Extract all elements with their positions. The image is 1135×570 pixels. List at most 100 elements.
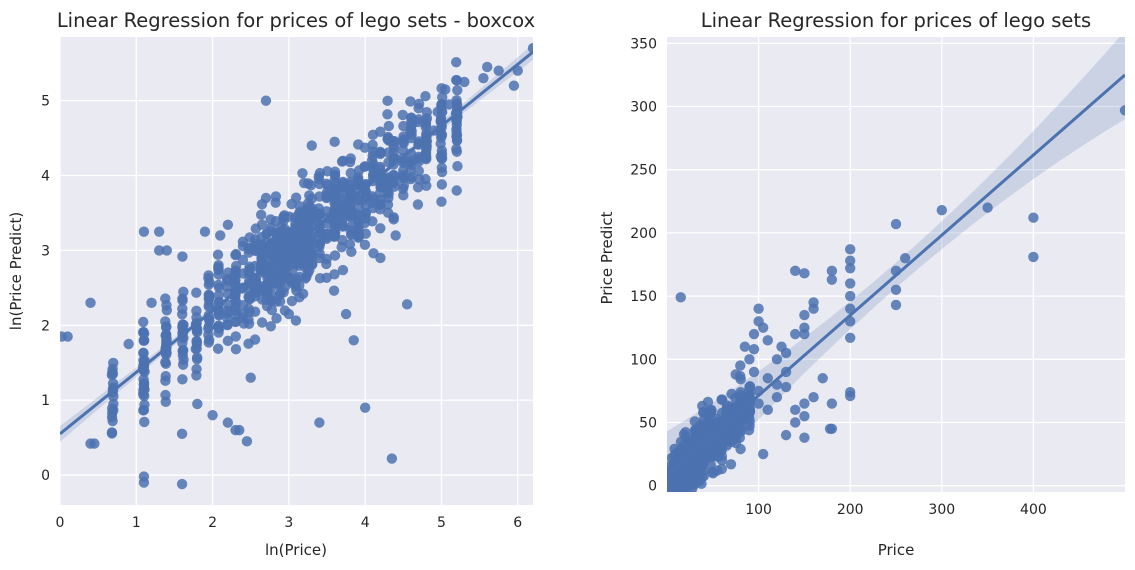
data-point: [230, 308, 242, 320]
data-point: [199, 226, 211, 237]
data-point: [482, 61, 493, 73]
chart-left: 0 1 2 3 4 5 6 0 1 2 3 4 5 Linear Regression for pri…: [7, 9, 535, 559]
data-point: [270, 244, 282, 256]
data-point: [397, 109, 408, 121]
data-point: [191, 325, 203, 337]
data-point: [107, 366, 118, 378]
data-point: [451, 146, 463, 157]
data-point: [304, 190, 315, 201]
data-point: [322, 228, 333, 240]
x-tick-label: 0: [56, 515, 65, 531]
data-point: [762, 404, 773, 416]
data-point: [191, 336, 202, 347]
data-point: [329, 166, 341, 177]
data-point: [753, 398, 764, 409]
data-point: [753, 303, 764, 314]
data-point: [203, 334, 215, 346]
data-point: [359, 402, 371, 413]
data-point: [244, 307, 255, 318]
data-point: [230, 260, 242, 272]
data-point: [405, 126, 416, 138]
data-point: [705, 459, 716, 470]
data-point: [436, 179, 448, 190]
data-point: [899, 252, 911, 264]
data-point: [390, 230, 401, 241]
data-point: [353, 139, 364, 150]
x-tick-labels-left: 0 1 2 3 4 5 6: [56, 515, 523, 531]
data-point: [435, 132, 447, 143]
data-point: [107, 415, 118, 427]
data-point: [106, 428, 118, 439]
data-point: [256, 254, 268, 266]
data-point: [436, 152, 448, 164]
data-point: [726, 388, 737, 400]
data-point: [716, 434, 727, 445]
data-point: [375, 126, 386, 137]
data-point: [160, 370, 171, 382]
data-point: [383, 120, 395, 132]
data-point: [508, 80, 520, 91]
data-point: [62, 331, 73, 342]
data-point: [824, 423, 836, 435]
data-point: [799, 322, 810, 333]
data-point: [452, 85, 463, 96]
data-point: [353, 225, 364, 236]
data-point: [890, 284, 902, 295]
data-point: [799, 432, 810, 443]
data-point: [329, 250, 341, 261]
data-point: [329, 269, 340, 280]
data-point: [265, 321, 277, 332]
data-point: [237, 236, 249, 247]
data-point: [790, 404, 801, 416]
y-tick-label: 4: [41, 169, 50, 185]
data-point: [261, 228, 272, 239]
y-tick-label: 250: [630, 163, 657, 179]
data-point: [230, 316, 241, 328]
data-point: [421, 107, 433, 118]
data-point: [340, 308, 352, 320]
data-point: [374, 204, 386, 215]
data-point: [230, 331, 241, 342]
data-point: [420, 153, 432, 165]
x-axis-label-left: ln(Price): [265, 541, 327, 559]
data-point: [261, 246, 272, 258]
data-point: [161, 245, 173, 256]
data-point: [230, 279, 241, 290]
data-point: [440, 84, 451, 95]
y-tick-label: 3: [41, 243, 50, 259]
data-point: [191, 352, 203, 363]
data-point: [1028, 251, 1039, 263]
data-point: [359, 239, 371, 250]
data-point: [191, 370, 202, 381]
data-point: [437, 92, 448, 103]
data-point: [176, 428, 188, 440]
data-point: [748, 366, 760, 378]
chart-right: 100 200 300 400 0 50 100 150 200 250 300 350 Linea…: [598, 9, 1125, 559]
data-point: [337, 264, 349, 276]
data-point: [443, 99, 455, 110]
data-point: [682, 483, 693, 492]
data-point: [845, 332, 856, 344]
data-point: [265, 214, 276, 225]
chart-title-left: Linear Regression for prices of lego set…: [57, 9, 535, 32]
data-point: [388, 214, 399, 225]
data-point: [321, 178, 332, 189]
x-tick-label: 100: [745, 502, 772, 518]
data-point: [799, 309, 810, 321]
data-point: [707, 468, 719, 479]
data-point: [406, 171, 417, 183]
y-tick-label: 100: [630, 352, 657, 368]
x-tick-label: 300: [928, 502, 955, 518]
data-point: [348, 335, 359, 346]
data-point: [290, 315, 302, 326]
y-tick-labels-right: 0 50 100 150 200 250 300 350: [630, 36, 657, 494]
data-point: [266, 304, 278, 316]
data-point: [669, 493, 679, 503]
x-tick-labels-right: 100 200 300 400: [745, 502, 1047, 518]
data-point: [328, 216, 340, 227]
data-point: [826, 398, 838, 409]
data-point: [321, 272, 332, 284]
data-point: [374, 187, 386, 199]
data-point: [346, 246, 357, 257]
x-tick-label: 200: [837, 502, 864, 518]
